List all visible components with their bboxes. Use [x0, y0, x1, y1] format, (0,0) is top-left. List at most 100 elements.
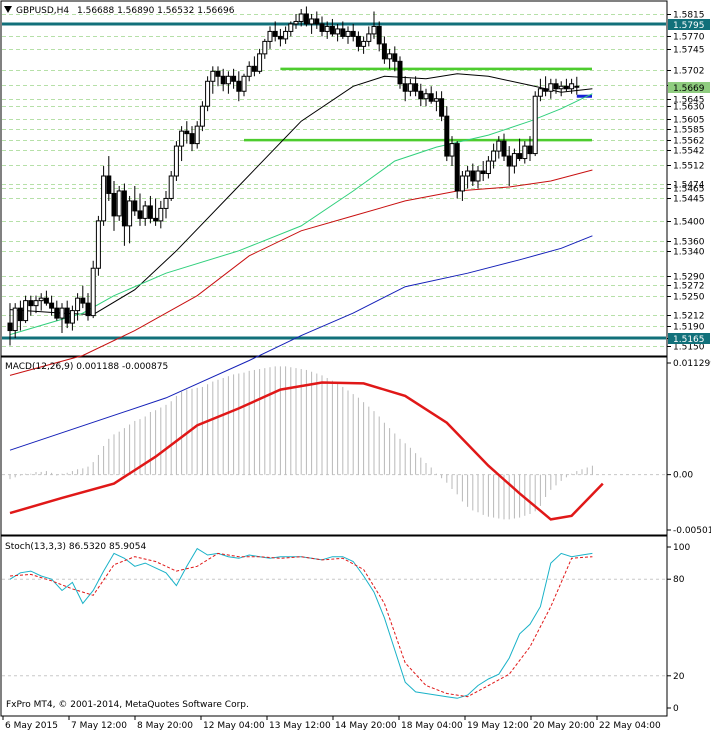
candle-body — [329, 25, 335, 35]
candle-body — [402, 83, 408, 92]
candle-body — [303, 13, 309, 25]
candle-body — [465, 170, 471, 177]
candle-body — [251, 65, 257, 72]
candle-body — [361, 40, 367, 47]
support-resistance-levels[interactable] — [2, 22, 666, 340]
candle-body — [345, 30, 351, 37]
candle-body — [215, 70, 221, 77]
price-tick-label: 1.5562 — [673, 137, 705, 147]
price-tick-label: 1.5400 — [673, 218, 705, 228]
stochastic-title: Stoch(13,3,3) 86.5320 85.9054 — [5, 542, 146, 552]
macd-axis: 0.011299 0.00 -0.00501 — [667, 359, 711, 536]
candle-body — [397, 60, 403, 85]
macd-panel-frame — [0, 356, 668, 536]
candle-body — [210, 70, 216, 82]
macd-signal-line — [9, 381, 604, 521]
candle-body — [189, 133, 195, 145]
price-axis: 1.58151.57701.57451.57021.56721.56451.56… — [667, 11, 710, 353]
candle-body — [340, 28, 346, 37]
time-tick-label: 14 May 20:00 — [335, 721, 397, 731]
candle-body — [127, 200, 133, 227]
candle-body — [439, 98, 445, 117]
price-tick-label: 1.5770 — [673, 33, 705, 43]
candle-body — [506, 155, 512, 167]
candle-body — [548, 83, 554, 92]
candle-body — [558, 85, 564, 90]
price-tick-label: 1.5645 — [673, 96, 705, 106]
candle-body — [262, 40, 268, 55]
candle-body — [59, 307, 65, 319]
macd-signal-line — [9, 381, 604, 521]
candle-body — [350, 30, 356, 37]
price-tick-label: 1.5190 — [673, 323, 705, 333]
time-tick-label: 13 May 12:00 — [269, 721, 331, 731]
time-tick-label: 19 May 12:00 — [467, 721, 529, 731]
candle-body — [163, 197, 169, 209]
candle-body — [480, 170, 486, 175]
candle-body — [28, 300, 34, 307]
time-tick-label: 20 May 20:00 — [533, 721, 595, 731]
candle-body — [132, 200, 138, 212]
candle-body — [293, 20, 299, 25]
candle-body — [309, 18, 315, 25]
candle-body — [428, 93, 434, 102]
macd-tick-label: -0.00501 — [673, 526, 711, 536]
candle-body — [54, 307, 60, 319]
candle-body — [319, 23, 325, 32]
price-tick-label: 1.5702 — [673, 67, 705, 77]
candle-body — [454, 143, 460, 192]
price-tick-label: 1.5340 — [673, 248, 705, 258]
stochastic-tick-label: 0 — [673, 704, 679, 714]
macd-histogram — [9, 366, 593, 520]
stochastic-tick-label: 20 — [673, 672, 685, 682]
candle-body — [231, 75, 237, 82]
candle-body — [501, 140, 507, 157]
candle-body — [106, 175, 112, 194]
price-tick-label: 1.5272 — [673, 282, 705, 292]
candle-body — [267, 30, 273, 42]
candle-body — [563, 85, 569, 90]
time-tick-label: 6 May 2015 — [5, 721, 58, 731]
candle-body — [173, 145, 179, 177]
candle-body — [459, 175, 465, 192]
candle-body — [277, 35, 283, 40]
price-tick-label: 1.5745 — [673, 46, 705, 56]
candle-body — [199, 105, 205, 127]
candle-body — [69, 310, 75, 324]
candle-body — [527, 145, 533, 155]
price-tick-label: 1.5465 — [673, 185, 705, 195]
time-tick-label: 12 May 04:00 — [203, 721, 265, 731]
current-price-tag — [668, 82, 710, 93]
stochastic-axis: 100 80 20 0 — [667, 543, 690, 714]
stochastic-panel-frame — [0, 535, 668, 717]
time-tick-label: 22 May 04:00 — [599, 721, 661, 731]
macd-title: MACD(12,26,9) 0.001188 -0.000875 — [5, 362, 168, 372]
candle-body — [246, 65, 252, 77]
stochastic-lines — [9, 547, 593, 699]
candle-body — [158, 207, 164, 222]
candle-body — [220, 75, 226, 85]
time-tick-label: 7 May 12:00 — [71, 721, 127, 731]
candle-body — [366, 33, 372, 42]
candle-body — [137, 210, 143, 219]
chart-header: GBPUSD,H4 1.56688 1.56890 1.56532 1.5669… — [4, 6, 235, 16]
moving-average-line — [9, 169, 593, 376]
candle-body — [532, 95, 538, 155]
candle-body — [241, 75, 247, 92]
price-tick-label: 1.5815 — [673, 11, 705, 21]
price-tick-label: 1.5445 — [673, 195, 705, 205]
candle-body — [142, 205, 148, 219]
moving-average-lines — [9, 73, 593, 451]
candle-body — [43, 297, 49, 304]
candle-body — [381, 43, 387, 60]
candle-body — [12, 307, 18, 332]
candle-body — [449, 143, 455, 157]
candle-body — [491, 150, 497, 162]
level-price-tag-label: 1.5795 — [673, 21, 705, 31]
price-panel-frame — [0, 0, 668, 357]
stochastic-tick-label: 100 — [673, 543, 690, 553]
price-tick-label: 1.5512 — [673, 162, 705, 172]
panel-frames — [0, 0, 668, 717]
